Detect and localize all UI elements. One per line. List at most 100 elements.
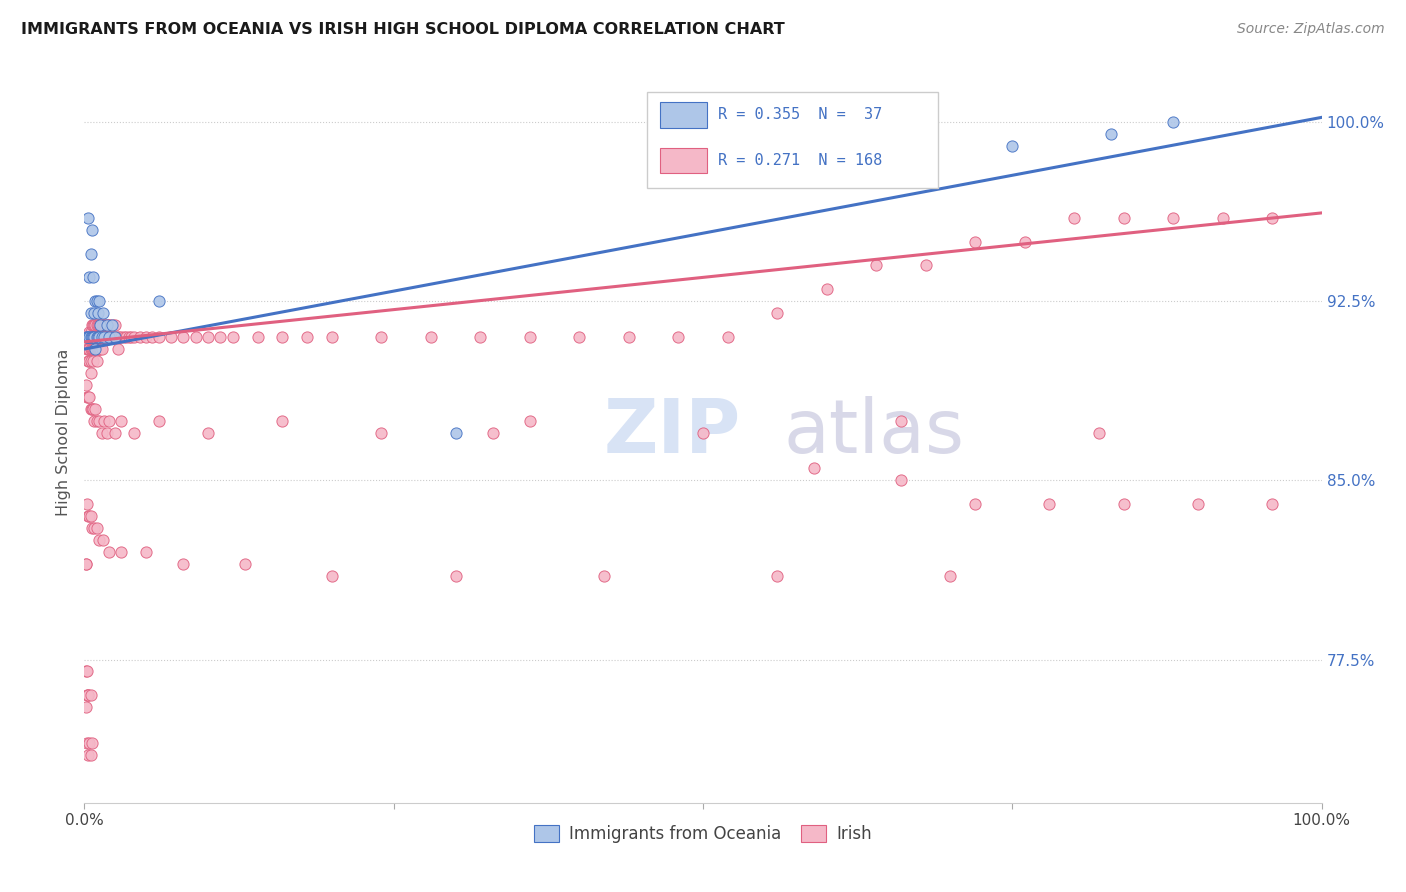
Point (160, 330, 183, 344)
Point (1014, 235, 1036, 249)
Point (76, 736, 98, 750)
Point (118, 330, 141, 344)
Point (803, 461, 825, 475)
Point (76, 330, 98, 344)
Point (246, 330, 269, 344)
Point (91, 306, 114, 320)
Point (1187, 497, 1209, 511)
Point (209, 330, 232, 344)
Point (89, 533, 111, 547)
Point (965, 497, 987, 511)
Point (815, 282, 838, 296)
Point (79, 330, 101, 344)
Point (79, 306, 101, 320)
Point (766, 306, 789, 320)
Point (84, 330, 107, 344)
Point (1099, 127, 1122, 141)
Point (77, 354, 100, 368)
Point (1112, 497, 1135, 511)
Point (79, 366, 101, 380)
Point (766, 569, 789, 583)
Point (87, 318, 110, 333)
Point (91, 318, 114, 333)
Point (82, 354, 104, 368)
Point (84, 318, 107, 333)
Point (104, 330, 127, 344)
Point (1212, 211, 1234, 225)
Point (79, 330, 101, 344)
Point (568, 330, 591, 344)
Point (98, 318, 121, 333)
Point (76, 342, 98, 356)
Point (79, 689, 101, 703)
Point (271, 330, 294, 344)
Point (90, 318, 112, 333)
Point (98, 330, 121, 344)
Point (91, 330, 114, 344)
Point (86, 414, 108, 428)
Point (89, 318, 111, 333)
Point (80, 736, 103, 750)
Point (444, 425, 467, 440)
Point (93, 318, 115, 333)
Point (87, 330, 110, 344)
Point (1112, 211, 1135, 225)
Point (1088, 425, 1111, 440)
Point (94, 318, 117, 333)
Point (75, 665, 97, 679)
Point (98, 318, 121, 333)
Point (79, 354, 101, 368)
Point (77, 509, 100, 524)
Point (83, 521, 105, 535)
Point (110, 545, 132, 559)
Text: Source: ZipAtlas.com: Source: ZipAtlas.com (1237, 22, 1385, 37)
Point (1161, 211, 1184, 225)
Point (83, 330, 105, 344)
Point (98, 330, 121, 344)
Point (103, 330, 125, 344)
Point (79, 342, 101, 356)
Point (1001, 139, 1024, 153)
Point (75, 557, 97, 571)
Point (89, 318, 111, 333)
Point (108, 330, 131, 344)
Point (80, 521, 103, 535)
Point (122, 330, 145, 344)
Point (79, 246, 101, 260)
Point (110, 414, 132, 428)
Point (519, 414, 541, 428)
Point (112, 330, 135, 344)
Point (141, 330, 163, 344)
Point (295, 330, 318, 344)
Point (222, 330, 245, 344)
Point (90, 330, 112, 344)
Point (321, 569, 343, 583)
Point (83, 318, 105, 333)
Point (80, 401, 103, 416)
Point (87, 306, 110, 320)
Point (86, 318, 108, 333)
Point (1261, 211, 1284, 225)
Point (82, 330, 104, 344)
Y-axis label: High School Diploma: High School Diploma (56, 349, 72, 516)
Point (76, 390, 98, 404)
Point (96, 318, 118, 333)
Point (519, 330, 541, 344)
Point (717, 330, 740, 344)
Point (890, 474, 912, 488)
Point (84, 342, 107, 356)
Point (76, 497, 98, 511)
Point (82, 270, 104, 285)
Point (197, 425, 219, 440)
Point (939, 569, 962, 583)
Point (115, 330, 138, 344)
Point (90, 342, 112, 356)
Text: atlas: atlas (783, 396, 965, 469)
Point (97, 330, 120, 344)
Point (89, 318, 111, 333)
Point (617, 330, 640, 344)
Point (197, 330, 219, 344)
Point (75, 377, 97, 392)
Point (172, 557, 194, 571)
Point (233, 557, 256, 571)
